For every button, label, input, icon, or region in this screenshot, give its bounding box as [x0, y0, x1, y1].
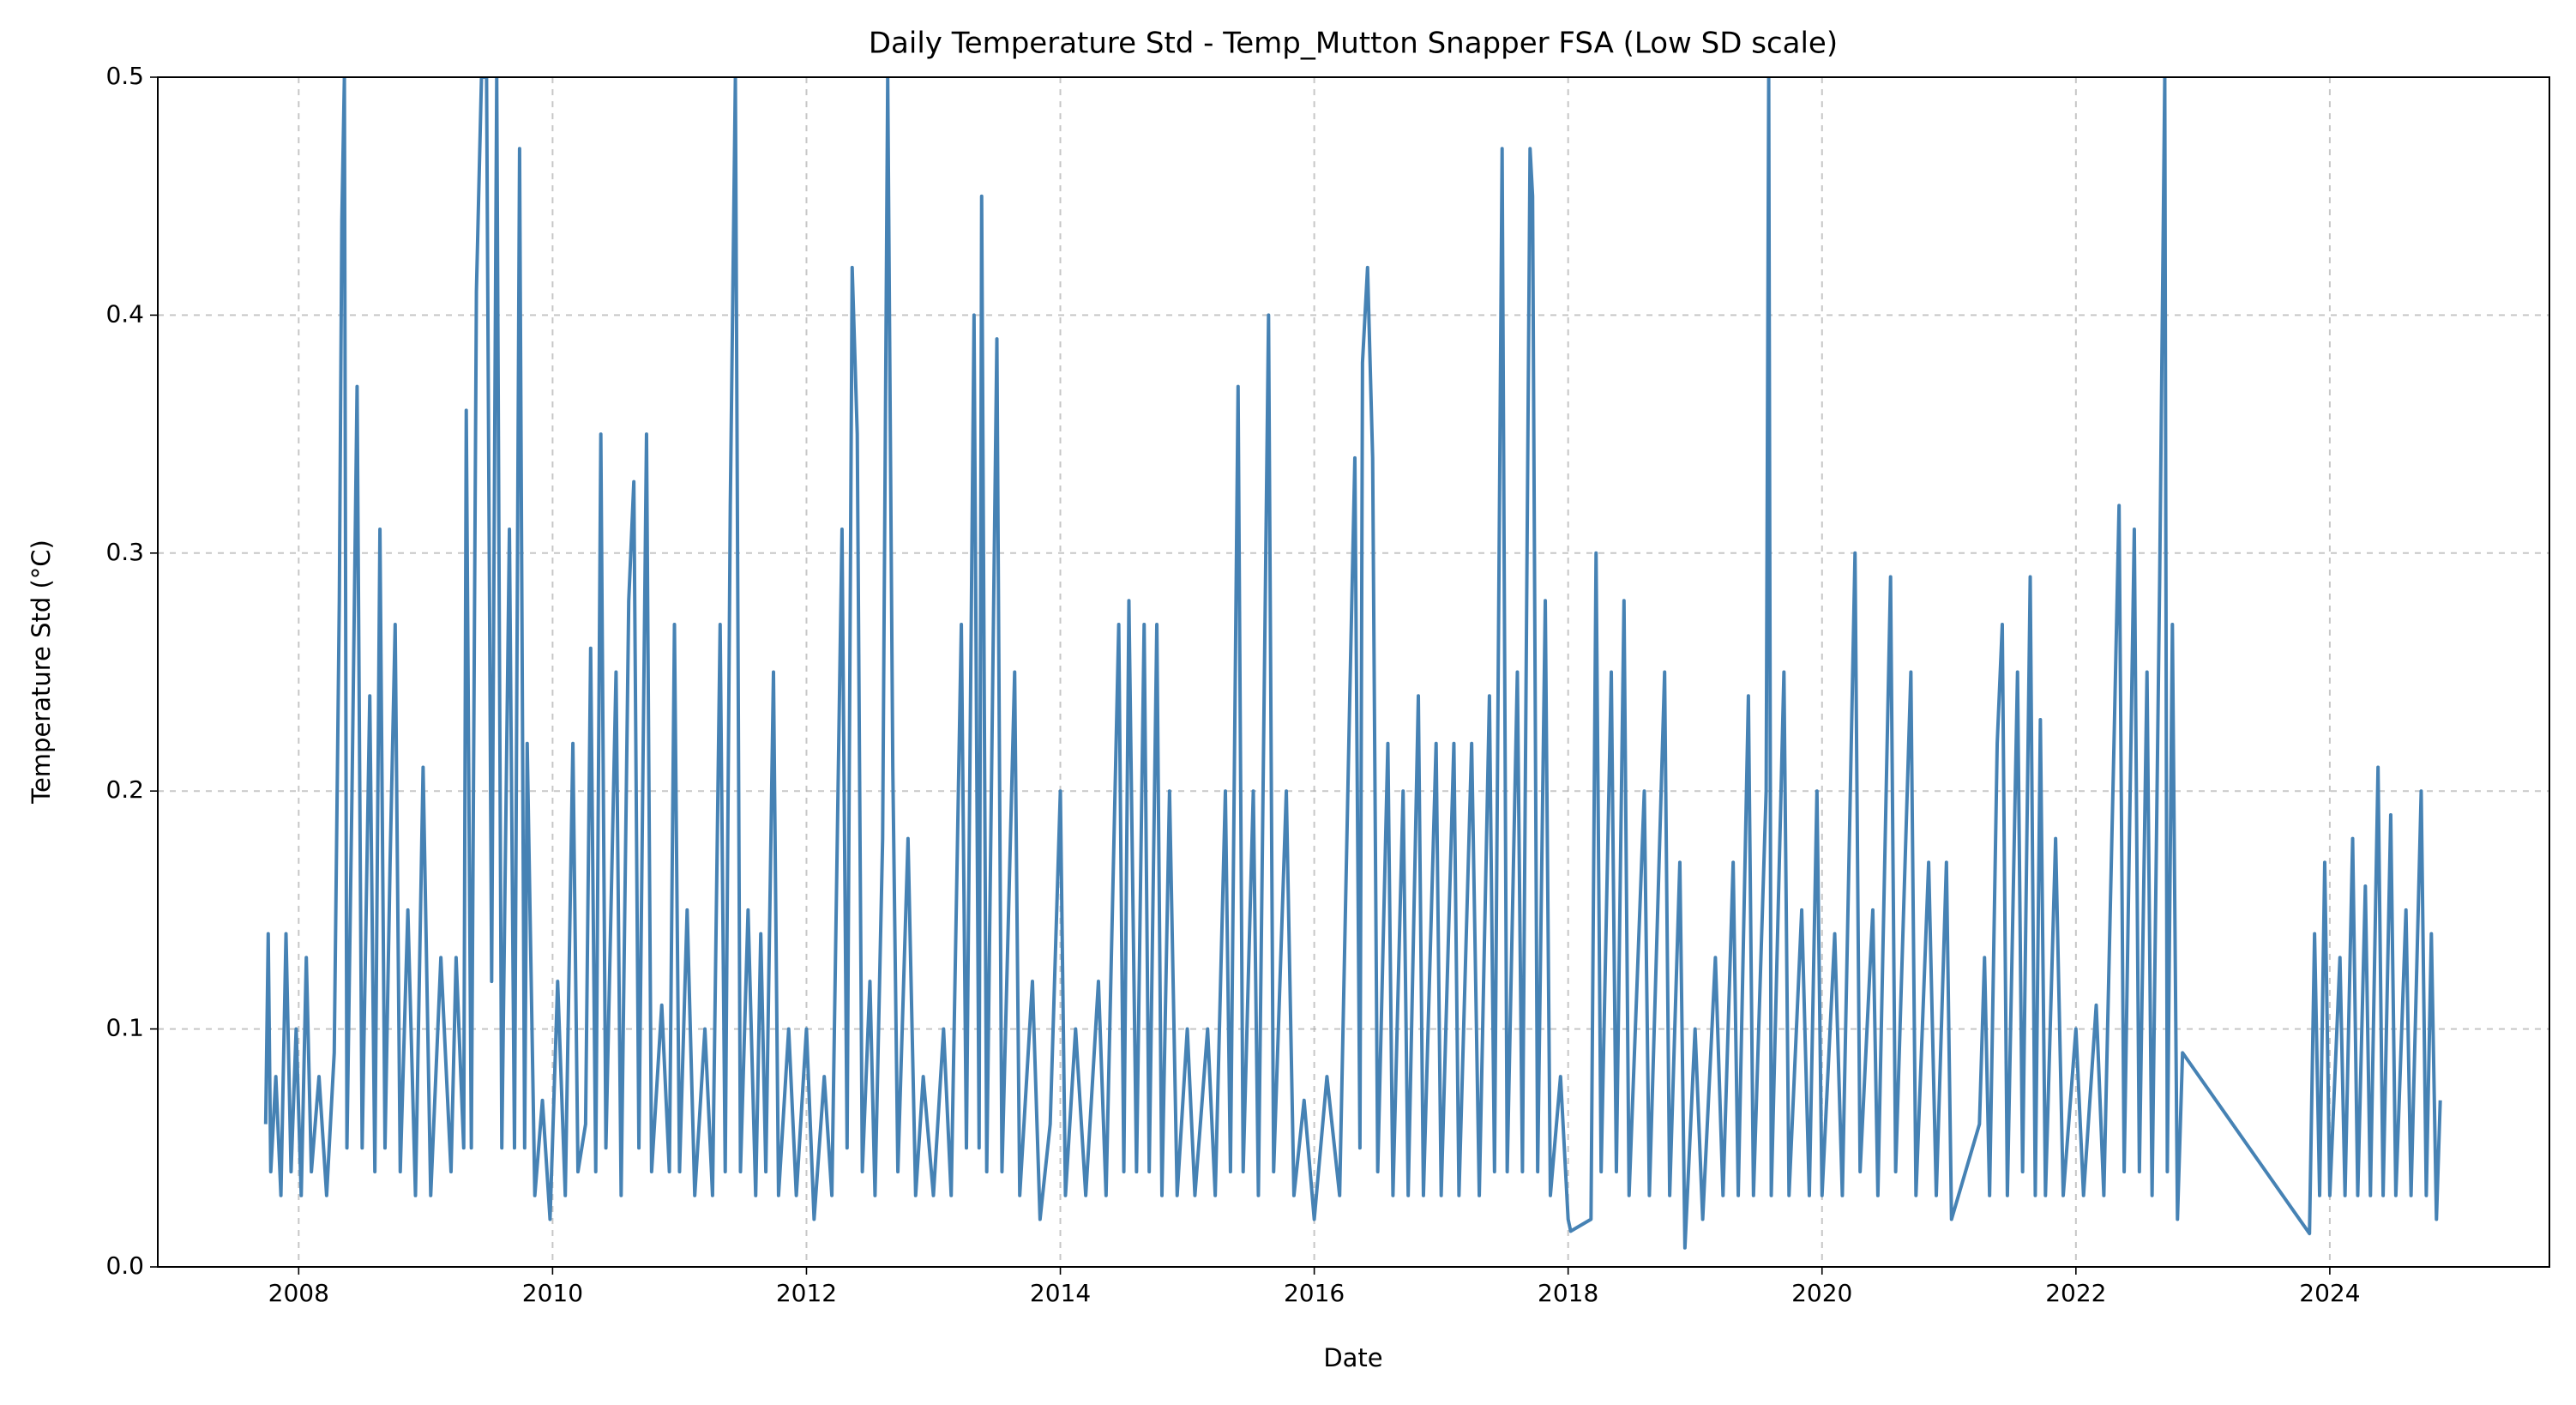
- x-tick-label: 2008: [268, 1279, 329, 1307]
- x-axis-label: Date: [1323, 1343, 1382, 1372]
- x-tick-label: 2014: [1030, 1279, 1091, 1307]
- data-line: [263, 77, 2442, 1250]
- y-axis-label: Temperature Std (°C): [27, 540, 56, 805]
- y-tick-label: 0.4: [105, 299, 144, 328]
- x-tick-label: 2020: [1791, 1279, 1852, 1307]
- x-tick-label: 2018: [1538, 1279, 1598, 1307]
- chart-title: Daily Temperature Std - Temp_Mutton Snap…: [869, 27, 1838, 61]
- x-tick-label: 2010: [522, 1279, 583, 1307]
- y-tick-label: 0.1: [105, 1014, 144, 1042]
- y-tick-label: 0.3: [105, 538, 144, 566]
- y-tick-label: 0.5: [105, 62, 144, 90]
- axes-frame: [157, 76, 2550, 1268]
- x-tick-label: 2012: [776, 1279, 837, 1307]
- x-tick-label: 2022: [2045, 1279, 2106, 1307]
- y-tick-label: 0.2: [105, 775, 144, 804]
- y-tick-label: 0.0: [105, 1251, 144, 1280]
- plot-area: [263, 77, 2442, 1250]
- x-tick-label: 2024: [2299, 1279, 2360, 1307]
- x-tick-label: 2016: [1284, 1279, 1345, 1307]
